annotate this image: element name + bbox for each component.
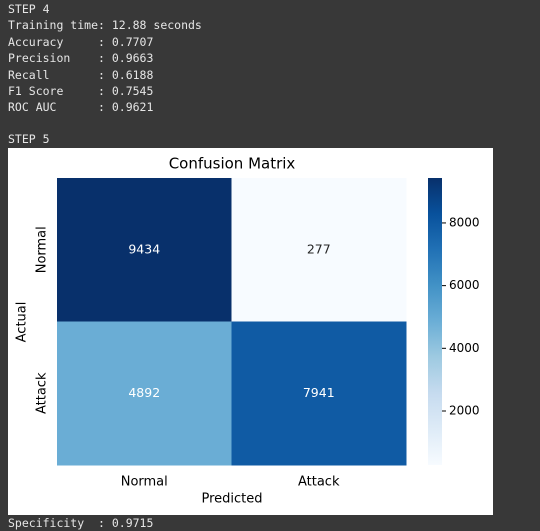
cell-label: 7941 [303, 385, 335, 400]
y-tick-label: Attack [35, 372, 50, 414]
colorbar-tick-label: 4000 [449, 341, 480, 355]
chart-title: Confusion Matrix [169, 155, 296, 173]
x-tick-label: Normal [121, 475, 168, 490]
x-tick-label: Attack [298, 475, 340, 490]
heatmap-cell [57, 321, 232, 466]
output-line: STEP 4 [8, 2, 50, 16]
cell-label: 4892 [128, 385, 160, 400]
colorbar-tick-label: 8000 [449, 215, 480, 229]
x-axis-label: Predicted [201, 492, 262, 507]
cell-label: 277 [307, 241, 331, 256]
output-line: Recall : 0.6188 [8, 67, 154, 82]
y-tick-label: Normal [35, 226, 50, 273]
chart: Confusion Matrix Predicted Actual 9434 27… [8, 148, 493, 515]
cell-label: 9434 [128, 241, 160, 256]
output-line: Training time: 12.88 seconds [8, 18, 202, 33]
output-line: Accuracy : 0.7707 [8, 34, 154, 49]
output-line: Specificity : 0.9715 [8, 516, 154, 530]
colorbar-tick-label: 2000 [449, 403, 480, 417]
step-label: STEP 5 [8, 132, 50, 146]
colorbar [428, 178, 442, 465]
heatmap-cell [57, 178, 232, 322]
output-line: Precision : 0.9663 [8, 51, 154, 66]
output-line: F1 Score : 0.7545 [8, 84, 154, 98]
colorbar-tick-label: 6000 [449, 278, 480, 292]
heatmap-cell [231, 321, 407, 466]
output-line: ROC AUC : 0.9621 [8, 100, 154, 115]
y-axis-label: Actual [15, 302, 30, 343]
heatmap-cell [231, 178, 407, 322]
